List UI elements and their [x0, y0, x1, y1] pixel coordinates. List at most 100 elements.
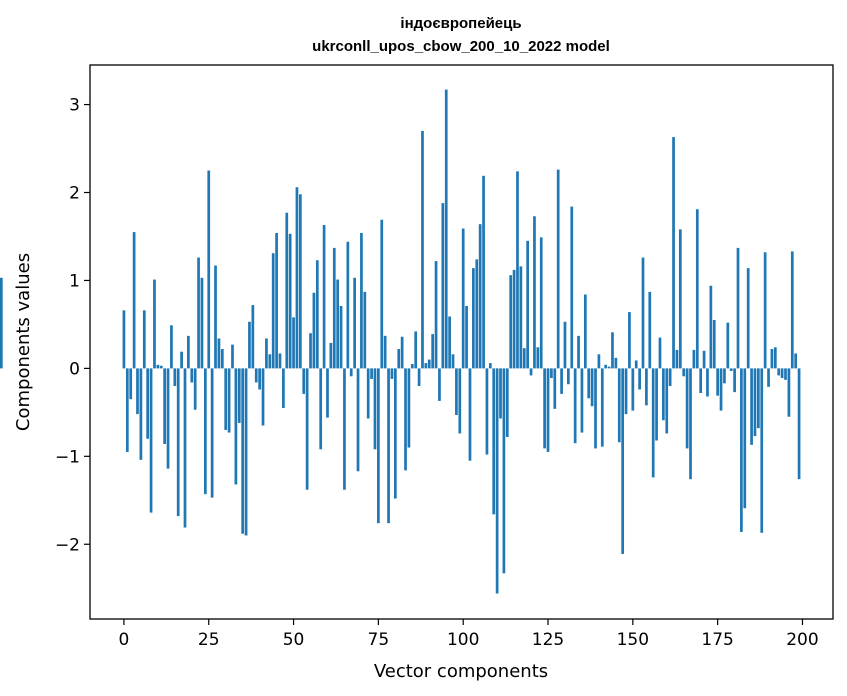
- y-tick-label: 0: [69, 359, 80, 379]
- bar: [753, 368, 757, 437]
- bar: [366, 368, 370, 419]
- bar: [254, 368, 258, 383]
- bar: [509, 275, 513, 369]
- bar: [356, 368, 360, 472]
- bar: [336, 279, 340, 369]
- bars-group: [0, 89, 801, 594]
- bar: [499, 368, 502, 419]
- bar: [604, 364, 608, 369]
- bar: [153, 279, 156, 369]
- bar: [424, 363, 428, 369]
- bar: [163, 368, 166, 445]
- bar: [180, 351, 183, 369]
- bar: [465, 305, 468, 369]
- bar: [594, 368, 597, 449]
- bar: [410, 363, 414, 369]
- chart-title-line-2: ukrconll_upos_cbow_200_10_2022 model: [312, 38, 610, 55]
- bar: [448, 316, 451, 369]
- bar: [451, 354, 455, 369]
- bar: [339, 305, 343, 369]
- bar: [702, 350, 706, 369]
- bar: [353, 277, 356, 369]
- bar: [573, 368, 577, 444]
- plot-frame: [89, 64, 834, 620]
- bar: [553, 368, 557, 409]
- bar: [380, 219, 384, 369]
- bar: [733, 368, 736, 393]
- bar: [210, 368, 214, 498]
- bar: [617, 368, 621, 443]
- x-tick-label: 75: [368, 630, 390, 650]
- bar: [231, 344, 234, 369]
- bar: [305, 368, 309, 490]
- bar: [502, 368, 506, 574]
- x-tick-label: 100: [447, 630, 479, 650]
- bar: [295, 187, 299, 369]
- bar: [580, 368, 584, 433]
- bar: [441, 203, 445, 369]
- bar: [309, 333, 312, 369]
- bar: [421, 130, 424, 369]
- bar: [458, 368, 462, 434]
- bar: [495, 368, 499, 594]
- bar: [373, 368, 377, 450]
- bar: [488, 363, 492, 369]
- x-axis-label: Vector components: [374, 661, 548, 682]
- bar: [651, 368, 655, 478]
- bar: [665, 368, 669, 434]
- bar: [706, 368, 709, 397]
- bar: [560, 368, 563, 394]
- x-tick-label: 200: [786, 630, 818, 650]
- bar: [319, 368, 323, 450]
- bar: [522, 348, 526, 369]
- bar: [757, 368, 760, 429]
- bar: [275, 232, 278, 369]
- bar: [248, 321, 251, 369]
- bar: [794, 353, 798, 369]
- bar: [746, 268, 750, 369]
- bar: [482, 175, 485, 369]
- bar: [790, 251, 794, 369]
- bar: [224, 368, 228, 430]
- bar: [343, 368, 346, 490]
- bar: [519, 266, 523, 369]
- bar: [271, 253, 275, 369]
- bar: [149, 368, 153, 513]
- bar: [787, 368, 791, 417]
- chart-title-line-1: індоєвропейець: [400, 15, 521, 32]
- bar: [349, 368, 353, 377]
- bar: [563, 321, 567, 369]
- bar: [611, 332, 614, 369]
- bar: [780, 368, 784, 379]
- bar: [393, 368, 397, 499]
- bar: [244, 368, 248, 536]
- bar: [587, 368, 591, 399]
- bar: [292, 317, 295, 369]
- bar: [767, 368, 770, 387]
- bar: [139, 368, 143, 460]
- bar: [370, 368, 373, 379]
- bar: [122, 310, 126, 369]
- bar: [641, 257, 645, 369]
- bar: [315, 260, 319, 369]
- bar: [377, 368, 380, 524]
- bar: [390, 368, 394, 379]
- bar: [638, 368, 641, 390]
- bar: [777, 368, 781, 376]
- bar: [193, 368, 197, 410]
- bar: [597, 354, 601, 369]
- bar: [203, 368, 207, 495]
- bar: [427, 359, 431, 369]
- x-tick-label: 25: [198, 630, 220, 650]
- bar: [689, 368, 692, 480]
- bar: [685, 368, 689, 449]
- bar: [536, 347, 540, 369]
- bar: [125, 368, 129, 452]
- bar: [455, 368, 458, 415]
- bar: [166, 368, 170, 469]
- bar: [444, 89, 448, 369]
- bar: [556, 169, 560, 369]
- bar: [719, 368, 723, 411]
- bar: [288, 233, 292, 369]
- bar: [285, 212, 289, 369]
